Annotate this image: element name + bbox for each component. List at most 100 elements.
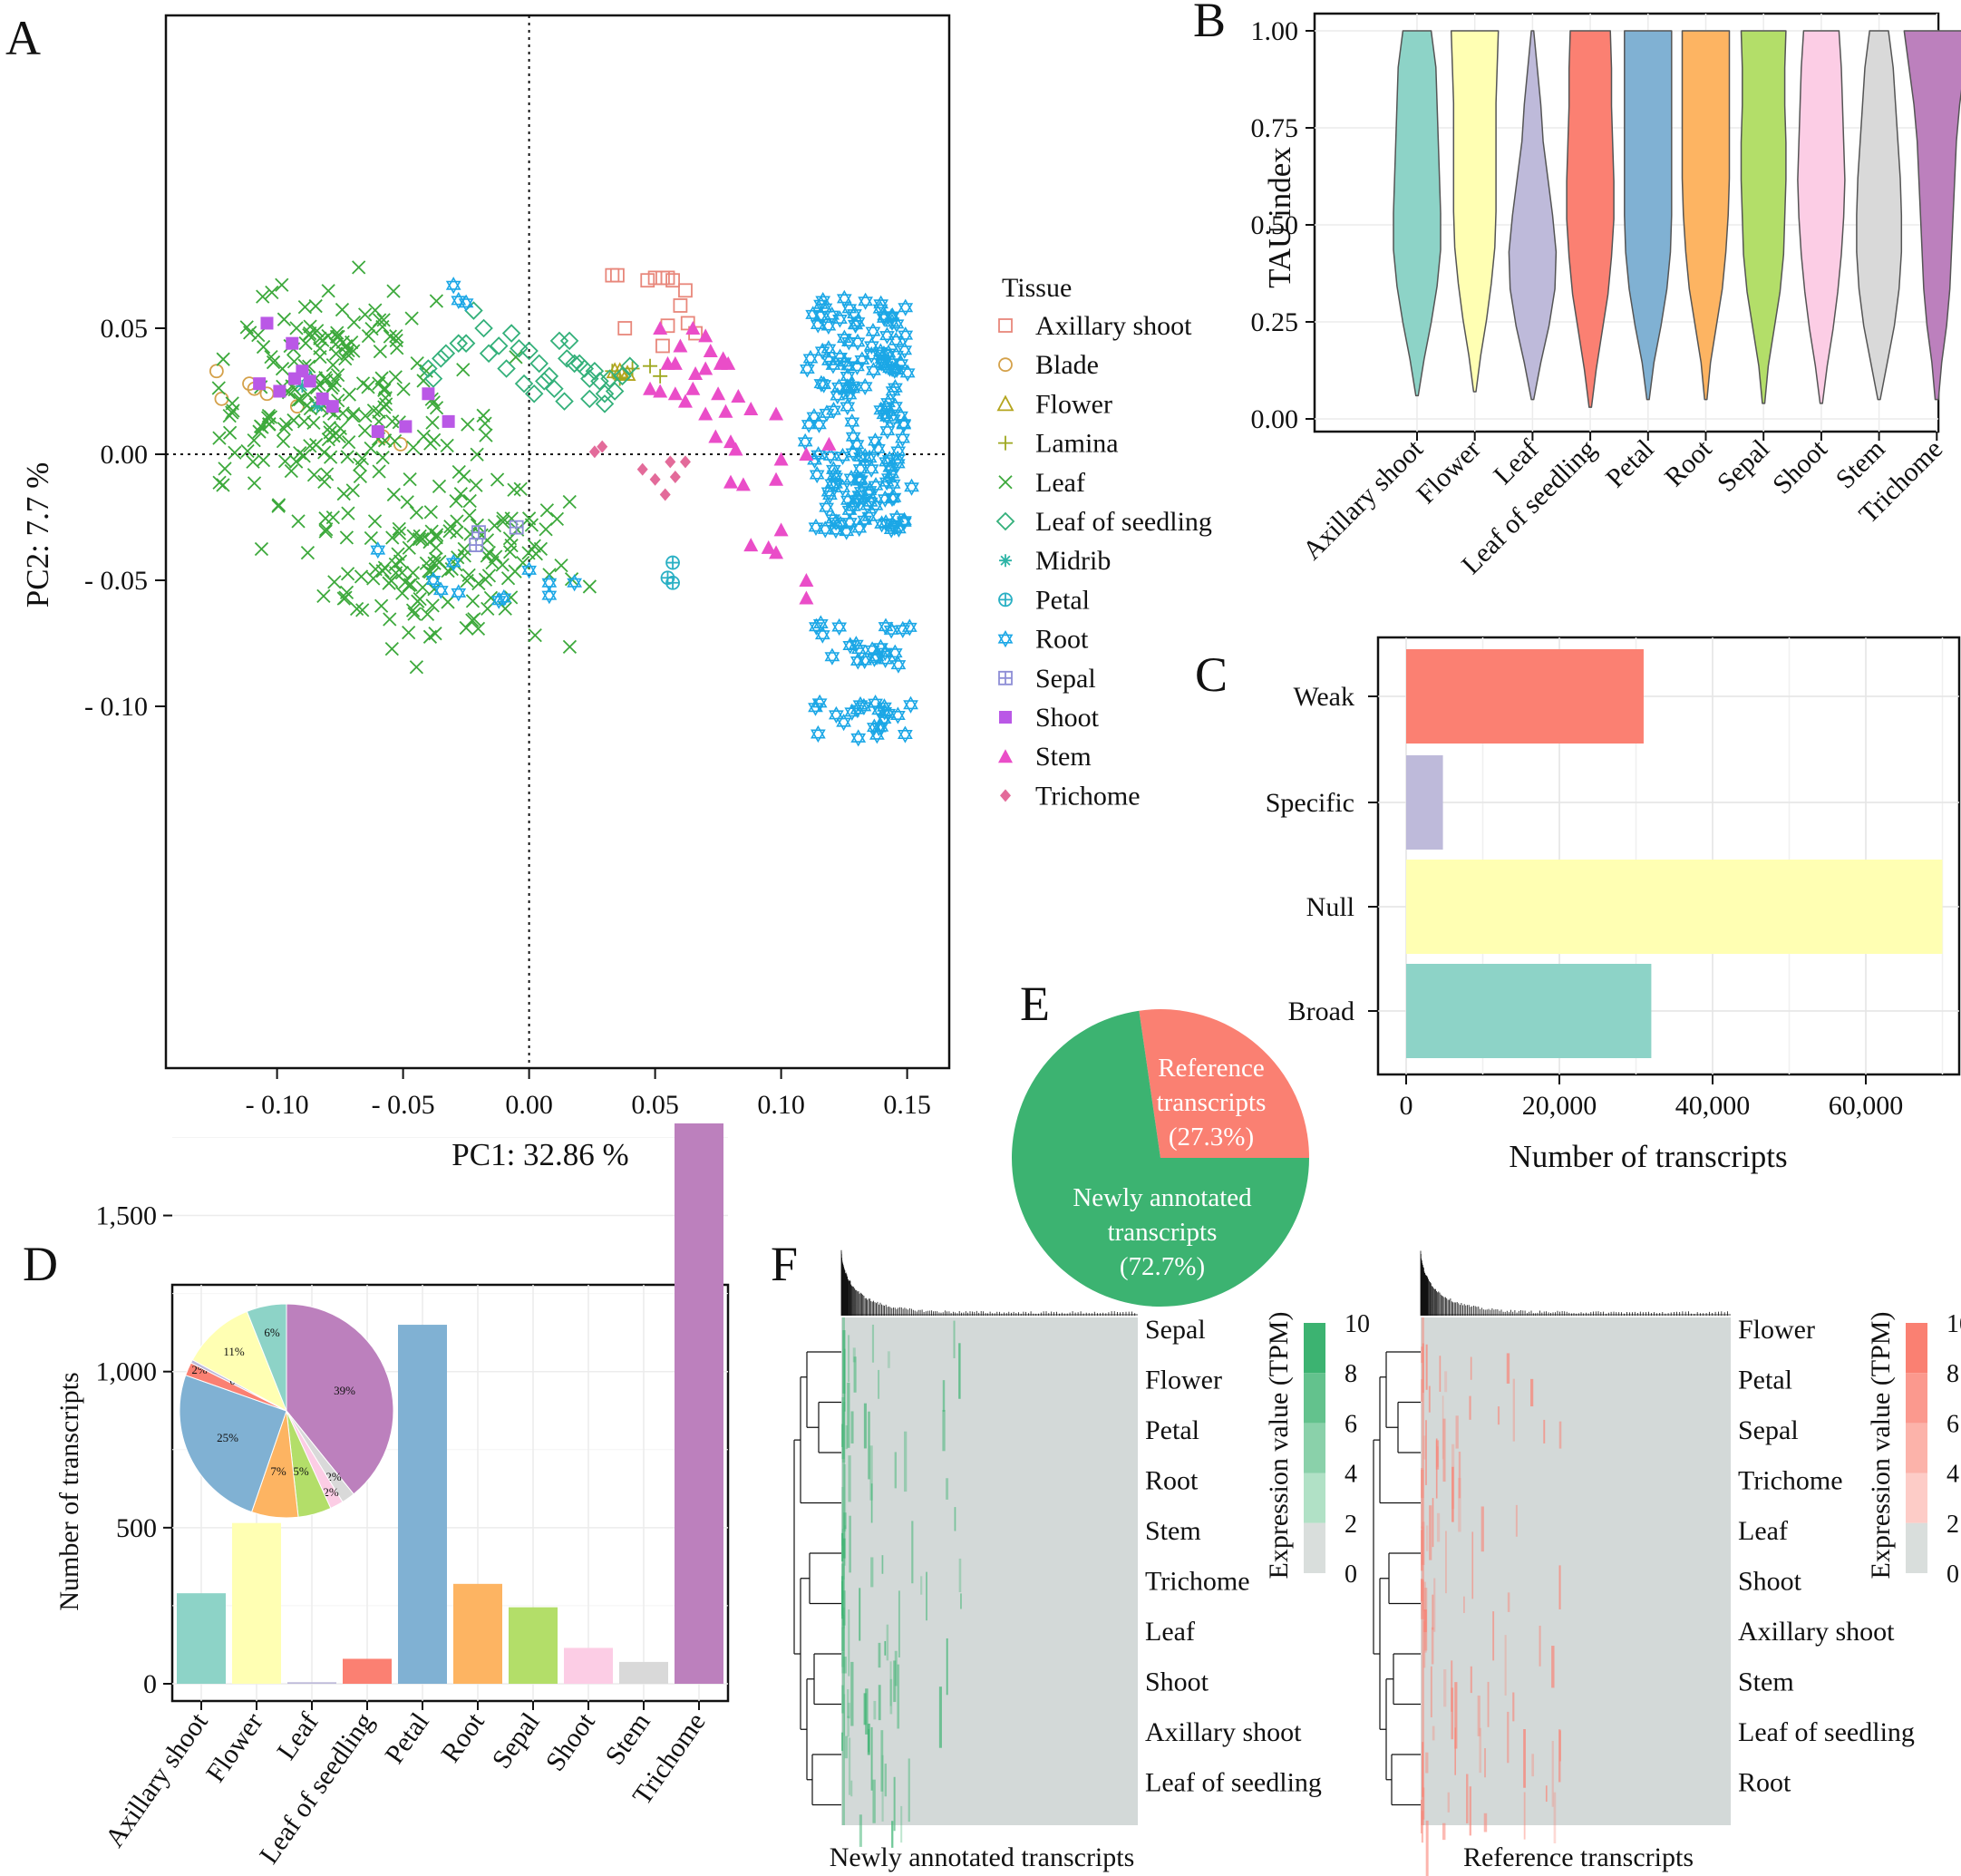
pca-point-blade — [214, 391, 229, 406]
c-x-tick-label: 60,000 — [1829, 1091, 1904, 1121]
pca-point-leaf — [335, 302, 350, 317]
pca-point-root — [873, 718, 889, 736]
pca-point-stem — [799, 573, 814, 587]
pca-point-root — [882, 459, 898, 477]
pca-point-root — [809, 465, 825, 484]
pca-point-stem — [703, 344, 718, 358]
pca-point-leaf — [373, 344, 387, 359]
pca-point-root — [899, 364, 916, 382]
pca-point-root — [877, 703, 893, 721]
pca-point-leaf — [461, 568, 476, 582]
pca-point-stem — [769, 471, 784, 486]
row-dendrogram — [793, 1351, 841, 1806]
heatmap-cell — [1497, 1406, 1500, 1425]
heatmap-cell — [1422, 1521, 1425, 1566]
pca-point-leaf — [467, 612, 481, 627]
pca-point-root — [822, 447, 839, 465]
pca-point-leaf — [457, 541, 471, 557]
heatmap-row-label-trichome: Trichome — [1738, 1466, 1843, 1496]
legend-key-petal — [998, 592, 1013, 608]
heatmap-cell — [926, 1571, 927, 1621]
heatmap-cell — [894, 1650, 898, 1686]
heatmap-cell — [842, 1330, 846, 1394]
pca-point-leaf — [325, 357, 340, 373]
heatmap-cell — [889, 1678, 893, 1715]
pca-point-leaf — [471, 576, 486, 591]
pca-point-leaf-of-seedling — [449, 334, 469, 353]
heatmap-cell — [842, 1538, 846, 1559]
pca-point-leaf — [336, 591, 351, 606]
colorbar-tick-label: 6 — [1345, 1410, 1357, 1438]
heatmap-cell — [1421, 1580, 1424, 1619]
pie-slice-trichome — [286, 1303, 394, 1495]
pca-point-leaf — [323, 450, 338, 464]
pca-point-trichome — [669, 471, 681, 484]
pca-point-root — [874, 515, 889, 533]
pca-point-leaf — [481, 545, 496, 560]
colorbar-tick-label: 8 — [1946, 1360, 1959, 1388]
c-y-tick-label: Specific — [1266, 788, 1354, 818]
pca-point-root — [541, 587, 558, 605]
heatmap-cell — [1471, 1531, 1474, 1599]
heatmap-cell — [889, 1661, 892, 1706]
heatmap-cell — [1436, 1446, 1439, 1467]
heatmap-cell — [1422, 1343, 1424, 1394]
pca-point-leaf — [345, 483, 360, 498]
pca-point-root — [797, 433, 813, 452]
pca-point-leaf — [476, 408, 490, 423]
bar-trichome — [675, 1123, 723, 1684]
pie-slice-flower — [191, 1310, 287, 1413]
pca-point-leaf-of-seedling — [605, 382, 625, 401]
pca-point-leaf-of-seedling — [524, 384, 544, 403]
d-x-tick-label: Axillary shoot — [100, 1707, 214, 1853]
heatmap-cell — [873, 1700, 877, 1720]
d-x-tick-label: Sepal — [486, 1707, 545, 1774]
heatmap-cell — [869, 1445, 873, 1501]
pca-point-stem — [708, 429, 723, 443]
pca-point-root — [835, 479, 850, 497]
pca-point-shoot — [260, 316, 274, 330]
heatmap-cell — [1553, 1792, 1557, 1844]
pca-point-blade — [393, 436, 408, 452]
heatmap-cell — [1558, 1729, 1561, 1783]
pca-point-petal — [665, 555, 680, 570]
pca-point-leaf — [342, 387, 356, 402]
heatmap-cell — [1477, 1696, 1480, 1736]
heatmap-cell — [1504, 1635, 1507, 1696]
heatmap-cell — [954, 1507, 956, 1531]
heatmap-cell — [853, 1356, 857, 1393]
pca-point-leaf — [450, 514, 464, 529]
pca-point-stem — [773, 452, 789, 466]
pca-point-leaf-of-seedling — [539, 366, 559, 386]
heatmap-cell — [848, 1455, 851, 1502]
pca-point-root — [432, 581, 449, 599]
pca-point-flower — [613, 365, 631, 381]
heatmap-cell — [841, 1627, 845, 1674]
heatmap-cell — [1451, 1687, 1454, 1740]
legend-label-sepal: Sepal — [1035, 664, 1096, 694]
pca-point-petal — [665, 575, 680, 590]
heatmap-cell — [843, 1348, 846, 1412]
heatmap-cell — [849, 1515, 851, 1573]
heatmap-cell — [1451, 1660, 1453, 1712]
pca-point-leaf — [392, 526, 407, 540]
colorbar-segment — [1906, 1473, 1927, 1523]
heatmap-cell — [1435, 1438, 1438, 1499]
pca-point-leaf-of-seedling — [545, 379, 564, 398]
heatmap-cell — [942, 1409, 946, 1452]
panel-letter-c: C — [1195, 647, 1228, 702]
pie-slice-reference-transcripts — [1139, 1009, 1309, 1158]
pca-point-root — [870, 440, 886, 458]
column-dendrogram — [840, 1249, 1138, 1316]
heatmap-cell — [891, 1821, 894, 1848]
pca-point-leaf — [338, 351, 353, 366]
heatmap-row-label-petal: Petal — [1738, 1366, 1792, 1395]
pca-point-root — [808, 518, 824, 537]
legend-key-lamina — [998, 435, 1013, 451]
heatmap-cell — [1432, 1725, 1435, 1741]
pca-point-leaf — [321, 432, 335, 447]
pca-point-leaf — [453, 487, 468, 501]
b-y-tick-label: 0.50 — [1251, 210, 1299, 240]
heatmap-cell — [842, 1607, 845, 1628]
pca-point-root — [521, 561, 537, 579]
